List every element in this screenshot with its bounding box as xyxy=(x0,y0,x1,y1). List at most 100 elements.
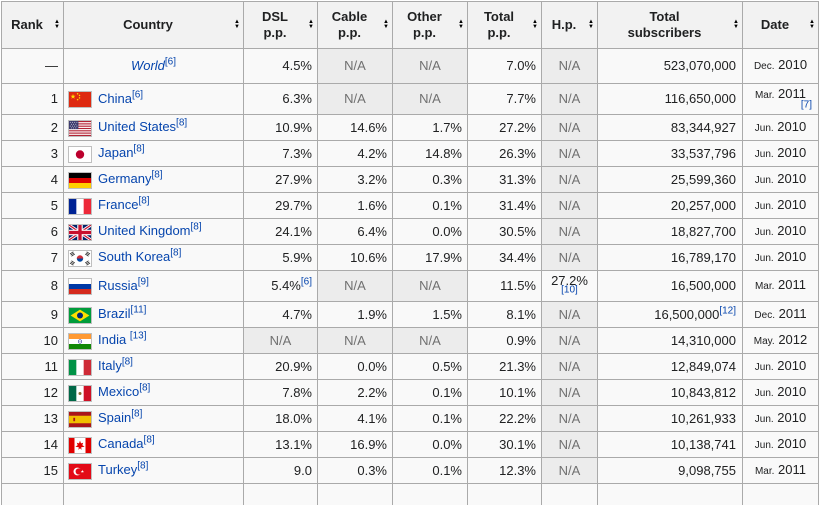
total-value: 22.2% xyxy=(499,410,536,426)
country-link[interactable]: Turkey xyxy=(98,462,138,478)
reference-link[interactable]: [11] xyxy=(130,305,147,317)
table-row: — World[6] 4.5% N/A N/A 7.0% N/A 523,070,000 Dec… xyxy=(1,48,819,84)
other-cell: 0.3% xyxy=(392,166,468,193)
sort-icon[interactable]: ▲ ▼ xyxy=(383,19,389,30)
table-row: 5 France[8] 29.7% 1.6% 0.1% 31.4% N/A 20,257,00… xyxy=(1,192,819,219)
country-link[interactable]: South Korea xyxy=(98,249,171,265)
country-link[interactable]: France xyxy=(98,197,139,213)
hp-value: N/A xyxy=(558,197,581,213)
reference-link[interactable]: [8] xyxy=(176,118,188,130)
other-cell: 1.7% xyxy=(392,114,468,141)
date-year: 2010 xyxy=(777,118,807,134)
reference-link[interactable]: [9] xyxy=(137,276,149,288)
sort-icon[interactable]: ▲ ▼ xyxy=(588,19,594,30)
reference-link[interactable]: [6] xyxy=(164,56,177,68)
reference-link[interactable]: [8] xyxy=(190,222,202,234)
country-link[interactable]: United States xyxy=(98,119,177,135)
total-cell: 7.0% xyxy=(467,48,542,84)
subscribers-cell: 523,070,000 xyxy=(597,48,743,84)
column-header-other[interactable]: Other p.p. ▲ ▼ xyxy=(392,1,468,49)
hp-cell: N/A xyxy=(541,192,598,219)
flag-icon-in xyxy=(68,332,92,350)
reference-link[interactable]: [8] xyxy=(138,196,150,208)
column-header-label: DSL p.p. xyxy=(262,9,288,40)
country-link[interactable]: Brazil xyxy=(98,306,131,322)
table-row: 13 Spain[8] 18.0% 4.1% 0.1% 22.2% N/A 10,261,93… xyxy=(1,405,819,432)
rank-value: 12 xyxy=(43,384,58,400)
column-header-dsl[interactable]: DSL p.p. ▲ ▼ xyxy=(243,1,318,49)
total-value: 30.5% xyxy=(499,223,536,239)
country-link[interactable]: Mexico xyxy=(98,384,140,400)
cable-cell: 14.6% xyxy=(317,114,393,141)
column-header-hp[interactable]: H.p. ▲ ▼ xyxy=(541,1,598,49)
rank-value: 13 xyxy=(43,410,58,426)
country-link[interactable]: Russia xyxy=(98,277,138,293)
empty-cell xyxy=(63,483,244,505)
total-cell: 8.1% xyxy=(467,301,542,328)
empty-cell xyxy=(1,483,64,505)
rank-cell: 1 xyxy=(1,83,64,115)
cable-value: N/A xyxy=(344,91,366,106)
sort-icon[interactable]: ▲ ▼ xyxy=(733,19,739,30)
sort-icon[interactable]: ▲ ▼ xyxy=(308,19,314,30)
other-cell: 17.9% xyxy=(392,244,468,271)
country-link[interactable]: Italy xyxy=(98,358,122,374)
cable-cell: 1.9% xyxy=(317,301,393,328)
dsl-value: 7.3% xyxy=(282,145,312,161)
dsl-cell: 7.3% xyxy=(243,140,318,167)
reference-link[interactable]: [13] xyxy=(129,331,147,343)
empty-cell xyxy=(597,483,743,505)
other-cell: 0.5% xyxy=(392,353,468,380)
country-link[interactable]: Spain xyxy=(98,410,132,426)
cable-cell: 2.2% xyxy=(317,379,393,406)
other-value: 0.1% xyxy=(432,197,462,213)
country-link[interactable]: United Kingdom xyxy=(98,223,191,239)
dsl-cell: 20.9% xyxy=(243,353,318,380)
country-link[interactable]: India xyxy=(98,332,130,348)
reference-link[interactable]: [6] xyxy=(300,276,312,288)
column-header-date[interactable]: Date ▲ ▼ xyxy=(742,1,819,49)
column-header-total[interactable]: Total p.p. ▲ ▼ xyxy=(467,1,542,49)
column-header-subscribers[interactable]: Total subscribers ▲ ▼ xyxy=(597,1,743,49)
rank-cell: 9 xyxy=(1,301,64,328)
table-row: 10 India [13] N/A N/A N/A 0.9% N/A 14,310,000 Ma… xyxy=(1,327,819,354)
sort-icon[interactable]: ▲ ▼ xyxy=(458,19,464,30)
reference-link[interactable]: [7] xyxy=(800,99,812,111)
table-body: — World[6] 4.5% N/A N/A 7.0% N/A 523,070,000 Dec… xyxy=(1,48,819,505)
reference-link[interactable]: [8] xyxy=(131,409,143,421)
subscribers-value: 16,789,170 xyxy=(670,249,736,265)
sort-icon[interactable]: ▲ ▼ xyxy=(54,19,60,30)
country-link[interactable]: Japan xyxy=(98,145,134,161)
sort-icon[interactable]: ▲ ▼ xyxy=(234,19,240,30)
country-link[interactable]: Canada xyxy=(98,436,144,452)
sort-icon[interactable]: ▲ ▼ xyxy=(532,19,538,30)
reference-link[interactable]: [8] xyxy=(121,357,133,369)
country-link[interactable]: Germany xyxy=(98,171,152,187)
reference-link[interactable]: [8] xyxy=(137,461,149,473)
country-link[interactable]: China xyxy=(98,90,132,106)
rank-cell: 4 xyxy=(1,166,64,193)
reference-link[interactable]: [10] xyxy=(561,284,578,296)
column-header-cable[interactable]: Cable p.p. ▲ ▼ xyxy=(317,1,393,49)
cable-cell: 1.6% xyxy=(317,192,393,219)
column-header-rank[interactable]: Rank ▲ ▼ xyxy=(1,1,64,49)
cable-cell: 10.6% xyxy=(317,244,393,271)
other-cell: 0.1% xyxy=(392,192,468,219)
empty-cell xyxy=(392,483,468,505)
hp-value: N/A xyxy=(558,384,581,400)
reference-link[interactable]: [12] xyxy=(719,305,736,317)
reference-link[interactable]: [8] xyxy=(133,144,145,156)
reference-link[interactable]: [8] xyxy=(151,170,163,182)
total-value: 8.1% xyxy=(506,306,536,322)
reference-link[interactable]: [8] xyxy=(170,248,182,260)
column-header-country[interactable]: Country ▲ ▼ xyxy=(63,1,244,49)
total-value: 0.9% xyxy=(506,332,536,348)
reference-link[interactable]: [8] xyxy=(139,383,151,395)
total-cell: 30.5% xyxy=(467,218,542,245)
sort-icon[interactable]: ▲ ▼ xyxy=(809,19,815,30)
date-year: 2011 xyxy=(778,305,807,321)
subscribers-cell: 16,789,170 xyxy=(597,244,743,271)
reference-link[interactable]: [8] xyxy=(143,435,155,447)
country-link[interactable]: World xyxy=(130,58,165,73)
reference-link[interactable]: [6] xyxy=(131,89,144,101)
